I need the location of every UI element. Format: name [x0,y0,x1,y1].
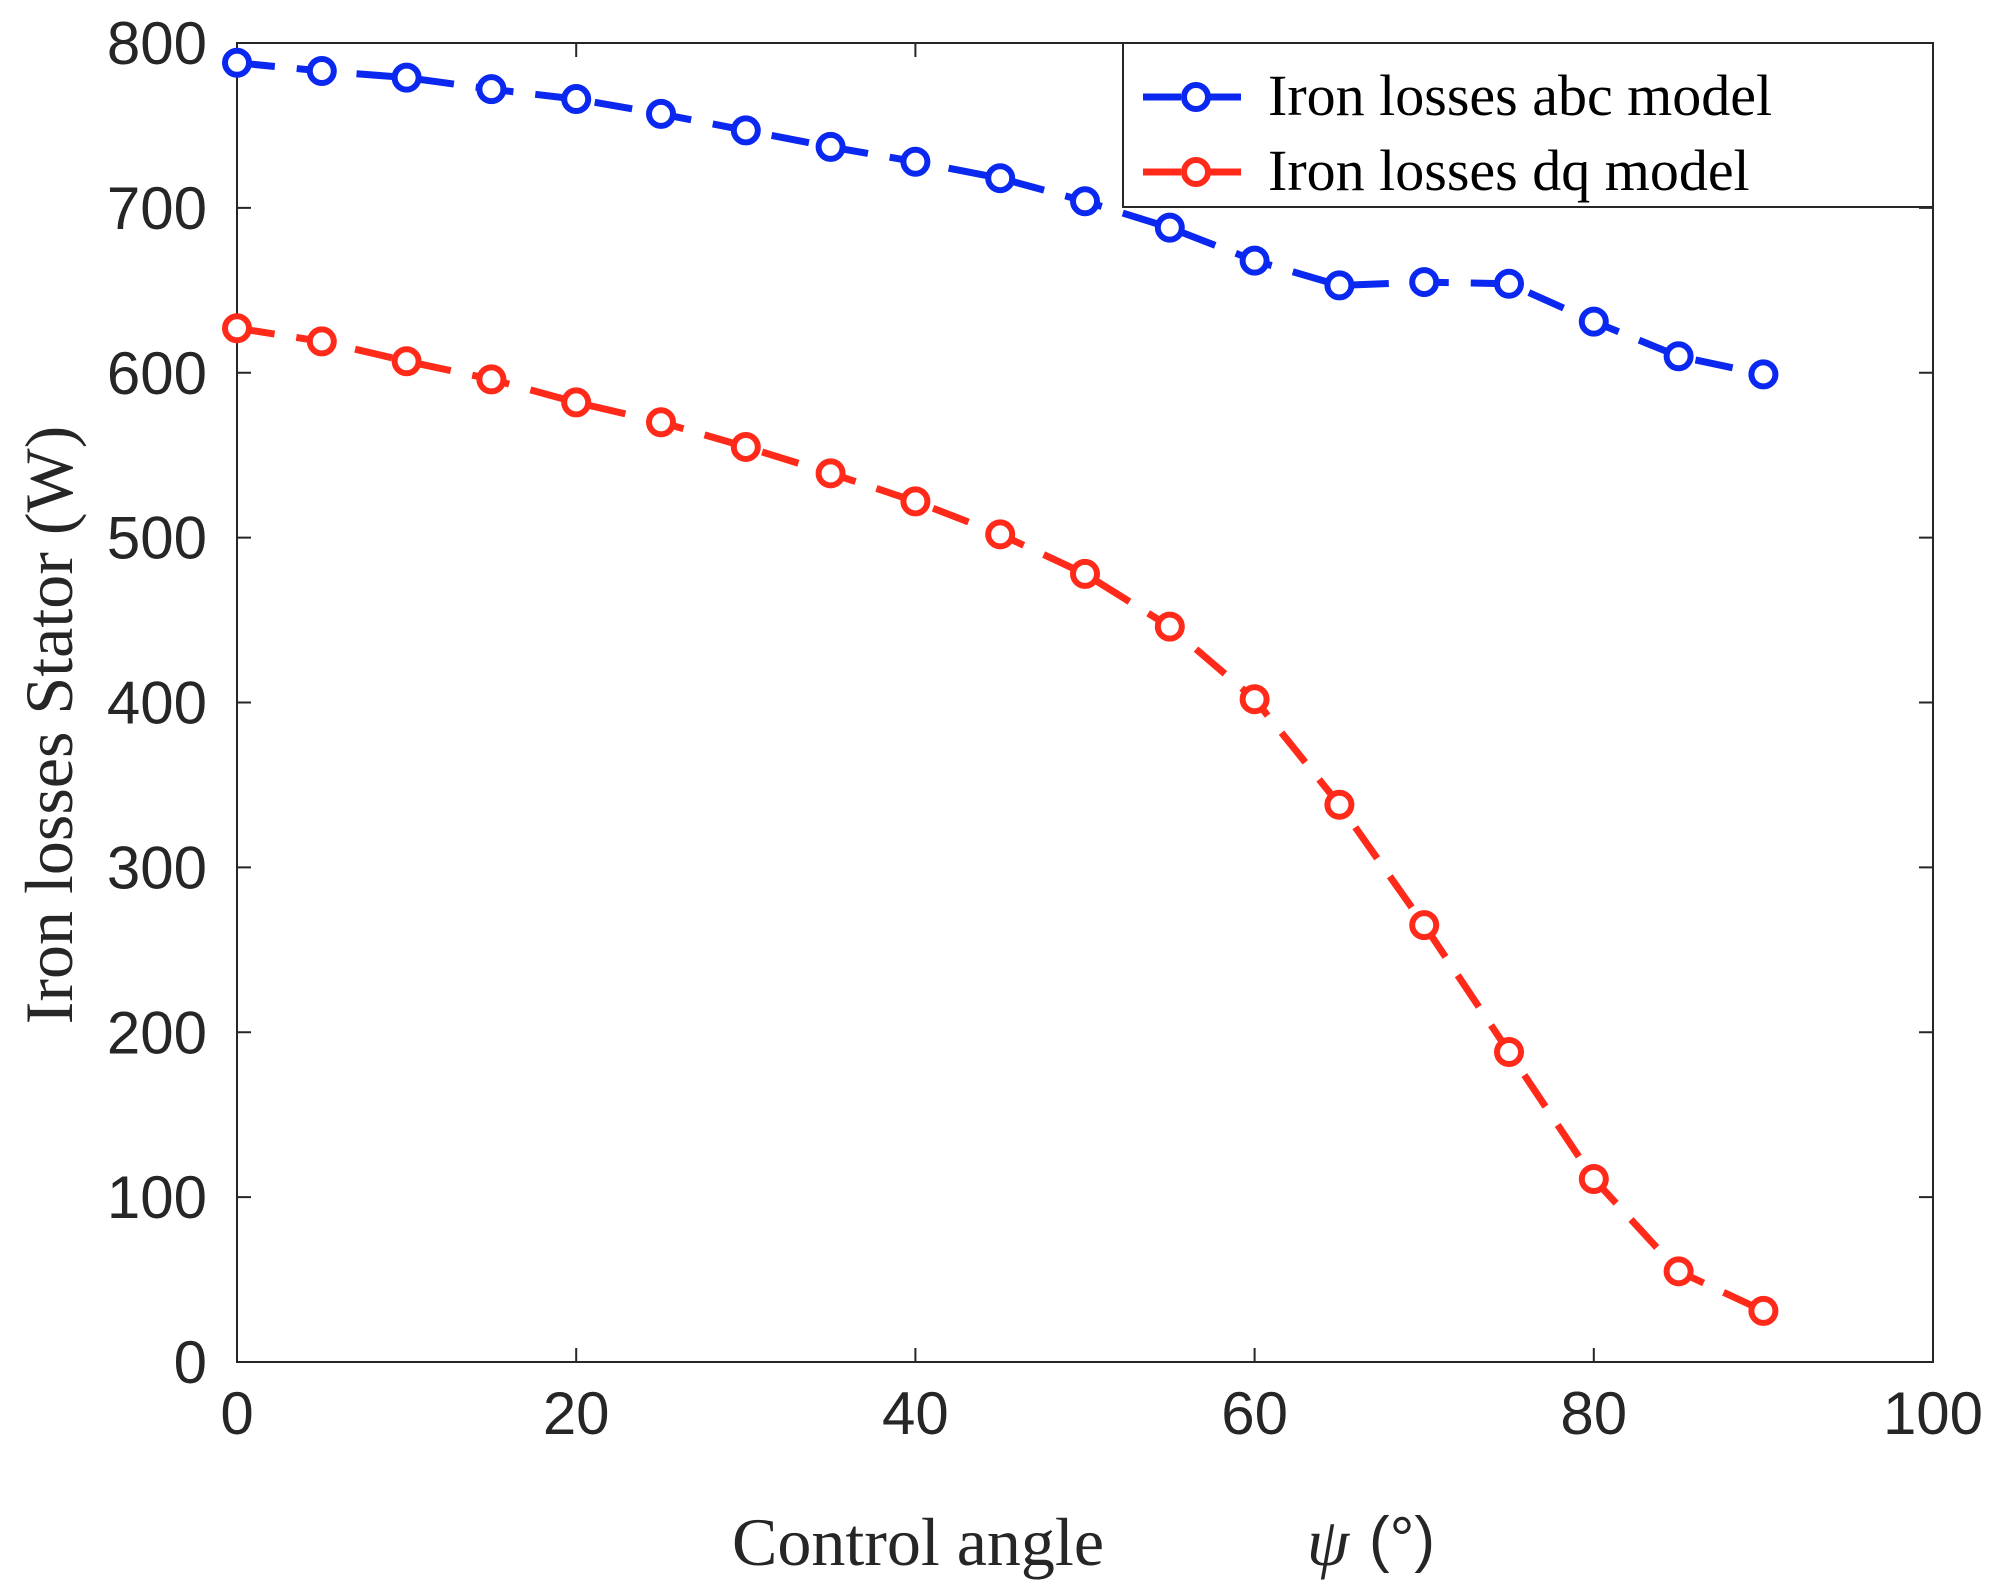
data-point [561,84,592,115]
y-tick-label: 500 [107,505,207,572]
y-axis-title: Iron losses Stator (W) [11,426,87,1025]
x-axis-title: Control angle [732,1504,1104,1580]
legend-marker [1181,157,1211,187]
data-point [985,519,1016,550]
data-point [1324,789,1355,820]
x-axis-symbol: ψ [1307,1504,1351,1580]
y-tick-label: 600 [107,340,207,407]
y-axis-tick-labels: 0 100 200 300 400 500 600 700 800 [107,10,207,1396]
legend-entry-2: Iron losses dq model [1143,138,1750,203]
y-tick-label: 800 [107,10,207,77]
data-point [1578,306,1609,337]
data-point [1409,910,1440,941]
data-point [1494,268,1524,299]
y-tick-label: 300 [107,834,207,901]
x-tick-label: 20 [543,1380,610,1447]
data-point [1578,1163,1609,1194]
legend-items: Iron losses abc model Iron losses dq mode… [1143,63,1772,203]
data-point [646,407,676,438]
data-point [1070,558,1100,589]
y-tick-label: 700 [107,175,207,242]
data-point [222,47,252,78]
data-point [815,131,846,162]
x-axis-tick-labels: 0 20 40 60 80 100 [220,1380,1983,1447]
data-point [730,431,761,462]
data-point [306,326,337,357]
data-point [1239,245,1270,276]
x-axis-unit: (°) [1369,1505,1435,1574]
legend-label: Iron losses abc model [1268,63,1772,128]
y-tick-label: 400 [107,670,207,737]
data-point [815,458,846,489]
data-point [561,387,592,418]
data-point [1663,1256,1694,1287]
x-tick-label: 40 [882,1380,949,1447]
x-tick-label: 0 [220,1380,253,1447]
data-point [391,62,422,93]
y-tick-label: 0 [174,1329,207,1396]
series-layer [222,47,1779,1326]
data-point [1070,186,1100,217]
data-point [476,74,507,105]
data-point [985,163,1016,194]
x-tick-label: 60 [1221,1380,1288,1447]
data-point [1324,270,1355,301]
data-point [730,115,761,146]
y-tick-label: 100 [107,1164,207,1231]
x-tick-label: 80 [1560,1380,1627,1447]
data-point [476,364,507,395]
series-2 [222,313,1779,1326]
data-point [646,98,676,129]
legend-box [1122,42,1934,208]
data-point [1154,212,1185,243]
data-point [1154,611,1185,642]
legend-label: Iron losses dq model [1268,138,1750,203]
data-point [306,56,337,87]
data-point [1494,1037,1524,1068]
legend-marker [1181,82,1211,112]
data-point [222,313,252,344]
legend-entry-1: Iron losses abc model [1143,63,1772,128]
data-point [900,486,931,517]
legend: Iron losses abc model Iron losses dq mode… [1122,42,1934,208]
data-point [1748,1295,1779,1326]
y-tick-label: 200 [107,999,207,1066]
x-tick-label: 100 [1883,1380,1983,1447]
data-point [391,346,422,377]
data-point [1239,684,1270,715]
data-point [1663,341,1694,372]
plot-area [222,42,1934,1363]
series-1 [222,47,1779,390]
data-point [900,146,931,177]
data-point [1409,267,1440,298]
data-point [1748,359,1779,390]
